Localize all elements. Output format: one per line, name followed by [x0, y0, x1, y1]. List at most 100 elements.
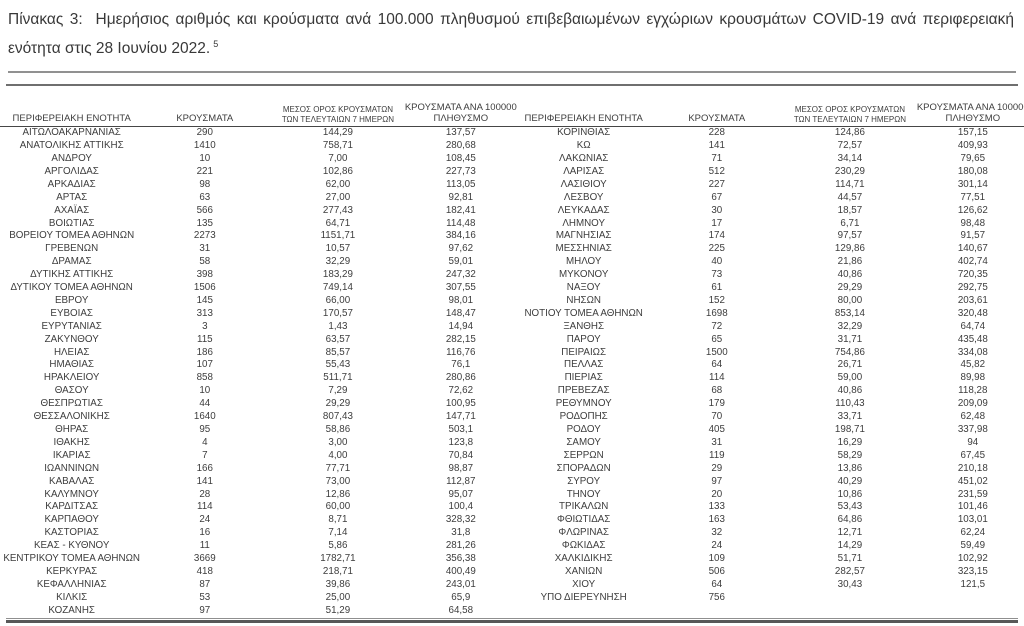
region-cell: ΥΠΟ ΔΙΕΡΕΥΝΗΣΗ [540, 591, 627, 603]
region-cell: ΔΥΤΙΚΟΥ ΤΟΜΕΑ ΑΘΗΝΩΝ [10, 282, 133, 294]
region-cell: ΘΑΣΟΥ [54, 385, 89, 397]
per100k-cell: 77,51 [960, 191, 986, 203]
avg7-cell: 807,43 [322, 411, 353, 423]
avg7-cell: 51,71 [837, 553, 863, 565]
table-body-right: ΚΟΡΙΝΘΙΑΣ 228 124,86 157,15 ΚΩ 141 72,57 409,93… [512, 127, 1024, 605]
table-row: ΜΑΓΝΗΣΙΑΣ 174 97,57 91,57 [512, 230, 1024, 243]
per100k-cell: 94 [967, 436, 979, 448]
table-row: ΠΑΡΟΥ 65 31,71 435,48 [512, 334, 1024, 347]
cases-cell: 3669 [193, 553, 216, 565]
region-cell: ΣΕΡΡΩΝ [563, 449, 604, 461]
table-row: ΕΥΒΟΙΑΣ 313 170,57 148,47 [0, 308, 512, 321]
per100k-cell: 282,15 [445, 333, 476, 345]
avg7-cell: 63,57 [325, 333, 351, 345]
table-row: ΑΝΑΤΟΛΙΚΗΣ ΑΤΤΙΚΗΣ 1410 758,71 280,68 [0, 140, 512, 153]
region-cell: ΚΩ [576, 140, 591, 152]
cases-cell: 70 [711, 411, 723, 423]
avg7-cell: 7,14 [328, 527, 348, 539]
avg7-cell: 44,57 [837, 191, 863, 203]
per100k-cell: 180,08 [957, 165, 988, 177]
cases-cell: 64 [711, 578, 723, 590]
avg7-cell: 59,00 [837, 372, 863, 384]
table-row: ΔΡΑΜΑΣ 58 32,29 59,01 [0, 256, 512, 269]
per100k-cell: 70,84 [448, 449, 474, 461]
per100k-cell: 98,01 [448, 294, 474, 306]
region-cell: ΚΕΦΑΛΛΗΝΙΑΣ [36, 578, 107, 590]
table-row: ΚΑΒΑΛΑΣ 141 73,00 112,87 [0, 476, 512, 489]
cases-cell: 95 [199, 424, 211, 435]
cases-cell: 221 [196, 165, 213, 177]
cases-cell: 1698 [705, 307, 728, 319]
table-row: ΑΙΤΩΛΟΑΚΑΡΝΑΝΙΑΣ 290 144,29 137,57 [0, 127, 512, 140]
cases-cell: 30 [711, 204, 723, 216]
table-row: ΜΥΚΟΝΟΥ 73 40,86 720,35 [512, 269, 1024, 282]
cases-cell: 512 [708, 165, 725, 177]
avg7-cell: 85,57 [325, 346, 351, 358]
per100k-cell: 62,24 [960, 527, 986, 539]
cases-cell: 174 [708, 230, 725, 242]
region-cell: ΗΜΑΘΙΑΣ [49, 359, 94, 371]
table-row: ΧΑΝΙΩΝ 506 282,57 323,15 [512, 566, 1024, 579]
per100k-cell: 108,45 [445, 152, 476, 164]
cases-cell: 40 [711, 256, 723, 268]
region-cell: ΠΙΕΡΙΑΣ [564, 372, 603, 384]
per100k-cell: 281,26 [445, 540, 476, 552]
cases-cell: 114 [708, 372, 725, 384]
per100k-cell: 113,05 [446, 178, 476, 190]
cases-cell: 107 [196, 359, 213, 371]
per100k-cell: 59,01 [448, 256, 474, 268]
avg7-cell: 8,71 [328, 514, 348, 526]
per100k-cell: 100,4 [448, 501, 474, 513]
table-row: ΙΚΑΡΙΑΣ 7 4,00 70,84 [0, 450, 512, 463]
per100k-cell: 112,87 [446, 475, 476, 487]
table-row: ΚΑΣΤΟΡΙΑΣ 16 7,14 31,8 [0, 527, 512, 540]
table-row: ΛΕΣΒΟΥ 67 44,57 77,51 [512, 192, 1024, 205]
region-cell: ΙΘΑΚΗΣ [53, 436, 90, 448]
region-cell: ΝΟΤΙΟΥ ΤΟΜΕΑ ΑΘΗΝΩΝ [524, 307, 643, 319]
region-cell: ΠΕΙΡΑΙΩΣ [561, 346, 607, 358]
table-bottom-rule-thin [6, 617, 1018, 619]
region-cell: ΕΥΡΥΤΑΝΙΑΣ [41, 320, 102, 332]
per100k-cell: 79,65 [960, 152, 986, 164]
avg7-cell: 754,86 [834, 346, 865, 358]
per100k-cell: 210,18 [957, 462, 988, 474]
table-row: ΡΟΔΟΥ 405 198,71 337,98 [512, 424, 1024, 437]
region-cell: ΚΑΒΑΛΑΣ [49, 475, 95, 487]
cases-cell: 28 [199, 488, 211, 500]
per100k-cell: 243,01 [445, 578, 476, 590]
table-row: ΛΑΡΙΣΑΣ 512 230,29 180,08 [512, 166, 1024, 179]
header-cases: ΚΡΟΥΣΜΑΤΑ [143, 96, 267, 128]
per100k-cell: 435,48 [957, 333, 988, 345]
avg7-cell: 6,71 [840, 217, 860, 229]
per100k-cell: 227,73 [445, 165, 476, 177]
table-row: ΝΗΣΩΝ 152 80,00 203,61 [512, 295, 1024, 308]
avg7-cell: 58,86 [325, 424, 351, 435]
per100k-cell: 45,82 [960, 359, 986, 371]
header-avg-7day-line2: ΤΩΝ ΤΕΛΕΥΤΑΙΩΝ 7 ΗΜΕΡΩΝ [281, 114, 395, 124]
region-cell: ΗΡΑΚΛΕΙΟΥ [43, 372, 100, 384]
table-row: ΚΕΦΑΛΛΗΝΙΑΣ 87 39,86 243,01 [0, 579, 512, 592]
cases-cell: 152 [708, 294, 725, 306]
cases-cell: 1640 [193, 411, 216, 423]
region-cell: ΝΑΞΟΥ [566, 282, 601, 294]
per100k-cell: 118,28 [958, 385, 988, 397]
per100k-cell: 328,32 [445, 514, 476, 526]
avg7-cell: 62,00 [325, 178, 351, 190]
header-per-100k: ΚΡΟΥΣΜΑΤΑ ΑΝΑ 100000 ΠΛΗΘΥΣΜΟ [405, 96, 517, 128]
cases-cell: 506 [708, 565, 725, 577]
avg7-cell: 27,00 [325, 191, 351, 203]
per100k-cell: 102,92 [957, 553, 988, 565]
per100k-cell: 720,35 [957, 269, 988, 281]
per100k-cell: 247,32 [445, 269, 476, 281]
tables-container: ΠΕΡΙΦΕΡΕΙΑΚΗ ΕΝΟΤΗΤΑ ΚΡΟΥΣΜΑΤΑ ΜΕΣΟΣ ΟΡΟ… [0, 96, 1024, 617]
top-rule-secondary [6, 84, 1018, 87]
region-cell: ΦΘΙΩΤΙΔΑΣ [557, 514, 611, 526]
per100k-cell: 400,49 [445, 565, 476, 577]
per100k-cell: 98,48 [960, 217, 986, 229]
region-cell: ΚΑΣΤΟΡΙΑΣ [44, 527, 99, 539]
region-cell: ΚΑΡΠΑΘΟΥ [44, 514, 99, 526]
table-row: ΛΑΣΙΘΙΟΥ 227 114,71 301,14 [512, 179, 1024, 192]
covid-table-left-wrapper: ΠΕΡΙΦΕΡΕΙΑΚΗ ΕΝΟΤΗΤΑ ΚΡΟΥΣΜΑΤΑ ΜΕΣΟΣ ΟΡΟ… [0, 96, 517, 617]
region-cell: ΑΡΤΑΣ [56, 191, 88, 203]
per100k-cell: 92,81 [448, 191, 474, 203]
